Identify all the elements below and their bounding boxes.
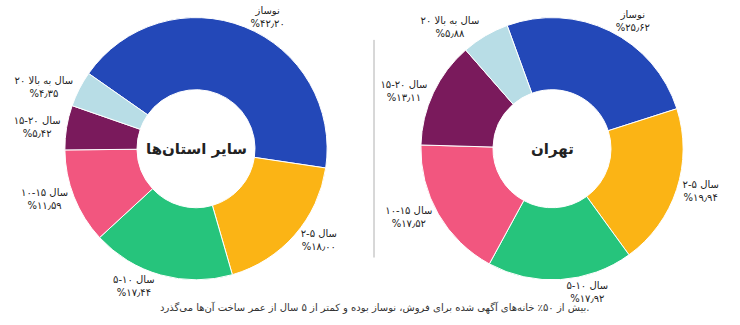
svg-text:سایر استان‌ها: سایر استان‌ها — [146, 140, 247, 158]
svg-text:۲-۵ سال%۱۸٫۰۰: ۲-۵ سال%۱۸٫۰۰ — [301, 228, 337, 252]
svg-text:۱۰-۱۵ سال%۱۷٫۵۲: ۱۰-۱۵ سال%۱۷٫۵۲ — [385, 205, 432, 229]
svg-text:۲۰ سال به بالا%۵٫۸۸: ۲۰ سال به بالا%۵٫۸۸ — [421, 15, 480, 39]
svg-text:۱۵-۲۰ سال%۵٫۴۲: ۱۵-۲۰ سال%۵٫۴۲ — [14, 115, 61, 139]
svg-text:۲-۵ سال%۱۹٫۹۴: ۲-۵ سال%۱۹٫۹۴ — [683, 179, 719, 203]
svg-text:۲۰ سال به بالا%۴٫۳۵: ۲۰ سال به بالا%۴٫۳۵ — [15, 75, 74, 99]
svg-text:بیش از ۵۰٪ خانه‌های آگهی شده ب: بیش از ۵۰٪ خانه‌های آگهی شده برای فروش، … — [160, 301, 589, 314]
svg-text:۵-۱۰ سال%۱۷٫۹۲: ۵-۱۰ سال%۱۷٫۹۲ — [566, 280, 608, 304]
svg-text:۱۰-۱۵ سال%۱۱٫۵۹: ۱۰-۱۵ سال%۱۱٫۵۹ — [21, 187, 68, 211]
svg-text:۵-۱۰ سال%۱۷٫۴۴: ۵-۱۰ سال%۱۷٫۴۴ — [113, 274, 155, 298]
svg-text:نوساز%۲۵٫۶۲: نوساز%۲۵٫۶۲ — [616, 9, 650, 33]
svg-text:تهران: تهران — [531, 140, 574, 158]
svg-text:۱۵-۲۰ سال%۱۳٫۱۱: ۱۵-۲۰ سال%۱۳٫۱۱ — [380, 79, 427, 103]
svg-text:نوساز%۴۲٫۲۰: نوساز%۴۲٫۲۰ — [251, 5, 285, 29]
